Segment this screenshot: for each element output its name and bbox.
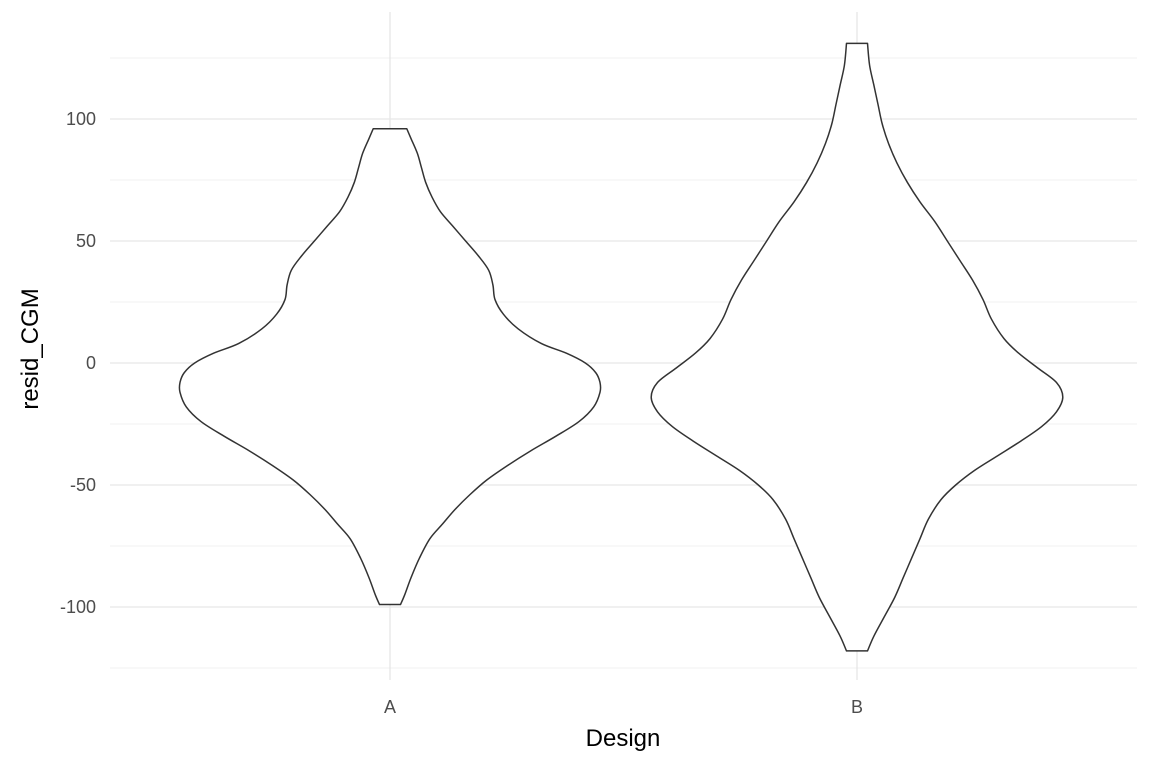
y-tick-label: 50 (76, 231, 96, 251)
violin-A (178, 128, 602, 606)
y-axis-ticks: -100 -50 0 50 100 (60, 109, 96, 617)
x-tick-label: A (384, 697, 396, 717)
y-tick-label: 0 (86, 353, 96, 373)
x-tick-label: B (851, 697, 863, 717)
y-axis-title: resid_CGM (17, 288, 44, 409)
y-tick-label: -100 (60, 597, 96, 617)
y-tick-label: -50 (70, 475, 96, 495)
violin-layer (178, 42, 1064, 652)
y-tick-label: 100 (66, 109, 96, 129)
violin-B (650, 42, 1064, 652)
x-axis-title: Design (586, 725, 661, 752)
